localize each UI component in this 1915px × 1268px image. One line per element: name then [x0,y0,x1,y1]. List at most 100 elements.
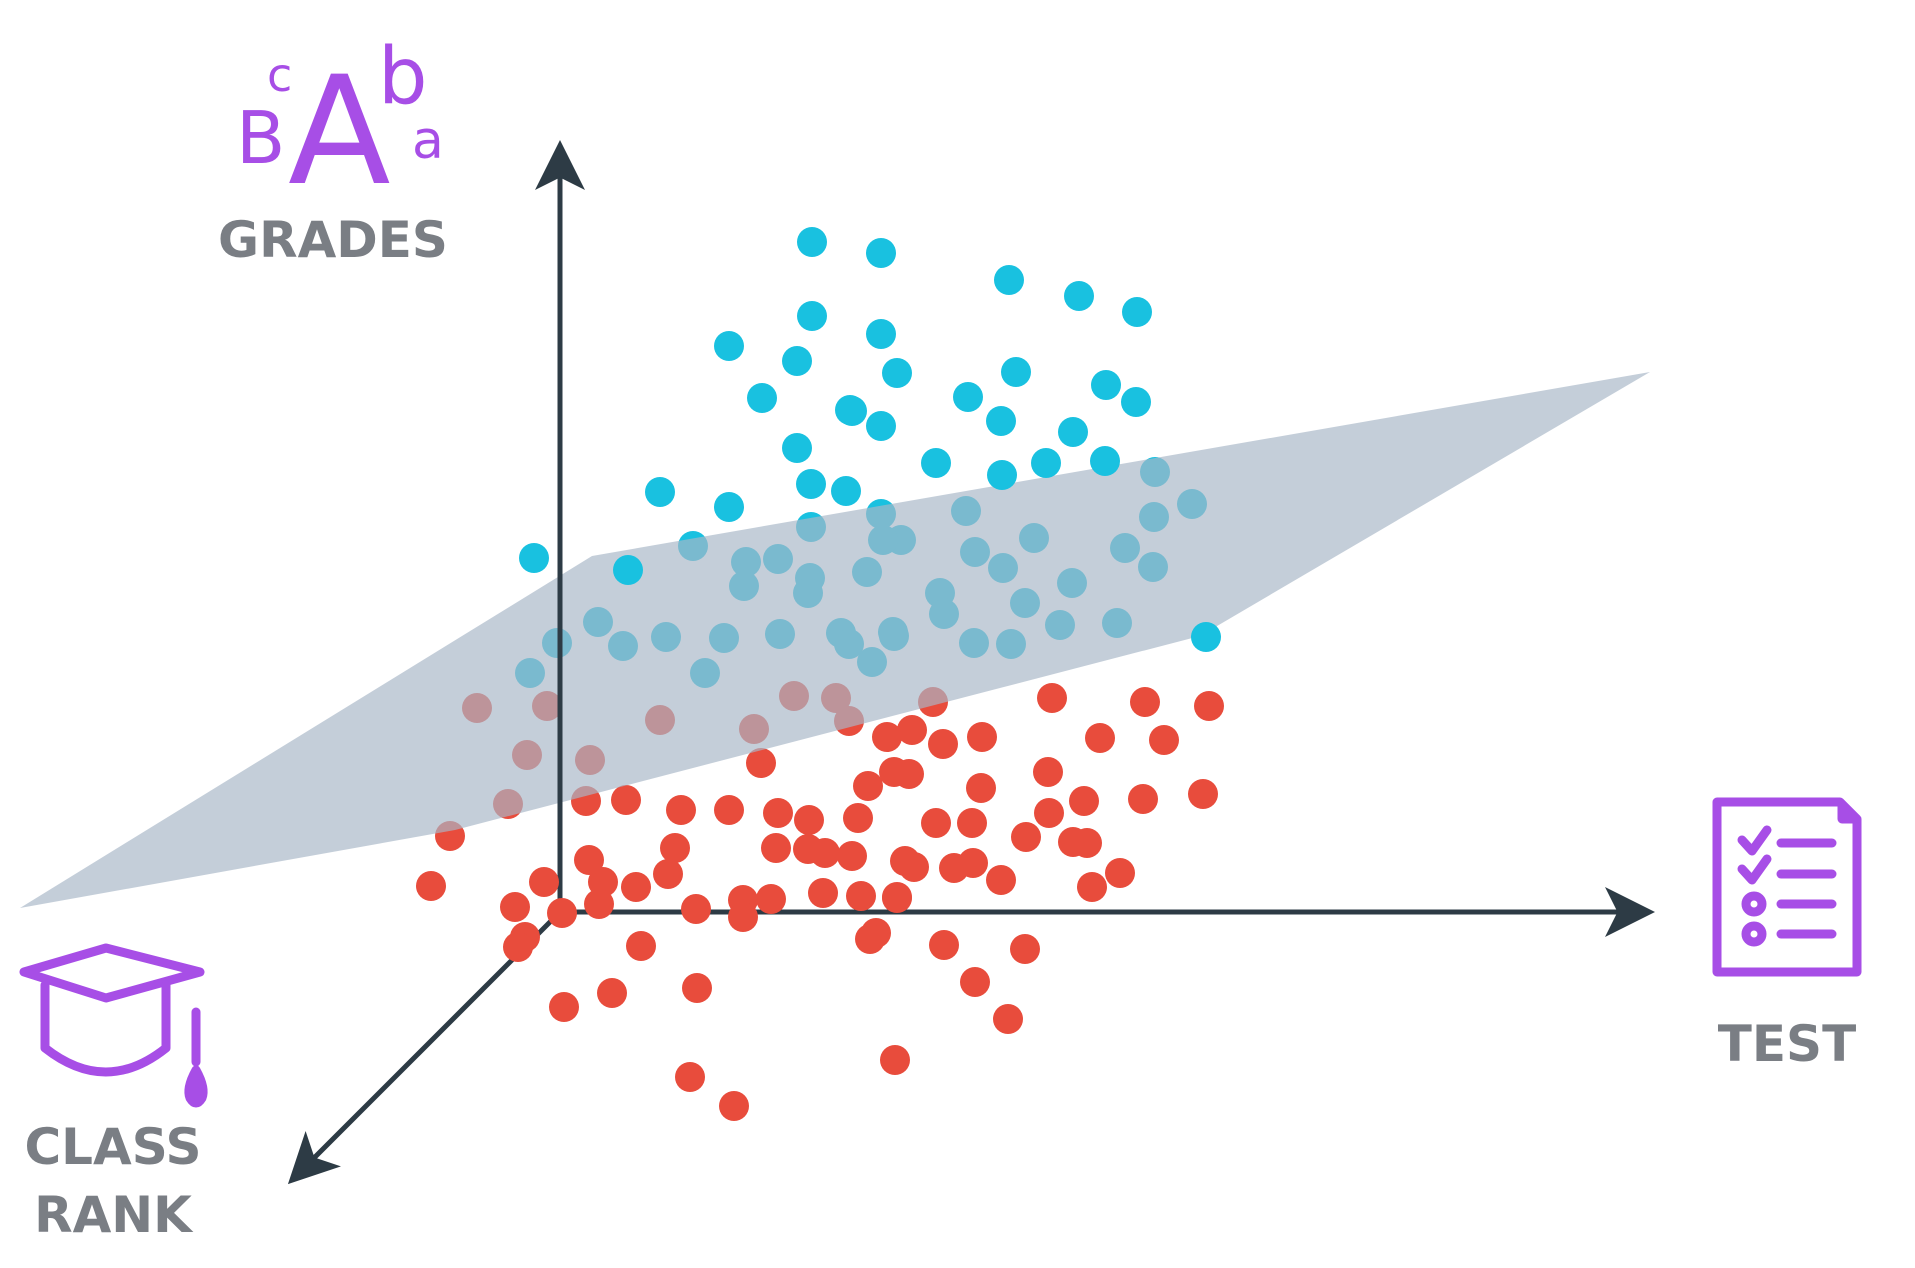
grades-label: GRADES [218,211,448,269]
blue-point [866,319,896,349]
red-point [1149,725,1179,755]
red-point [675,1062,705,1092]
red-point [928,729,958,759]
grade-letter-lower-right: a [412,111,444,171]
red-point [574,845,604,875]
red-point [728,902,758,932]
blue-point [1122,297,1152,327]
red-point [549,992,579,1022]
red-point [986,865,1016,895]
red-point [756,884,786,914]
red-point [1010,934,1040,964]
red-point [957,808,987,838]
red-point [880,1045,910,1075]
red-point [682,973,712,1003]
red-point [929,930,959,960]
grades-letters-icon: B c A b a [236,32,444,219]
test-label: TEST [1718,1015,1856,1073]
blue-point [1191,622,1221,652]
blue-point [782,346,812,376]
red-point [666,795,696,825]
red-point [500,892,530,922]
red-point [597,978,627,1008]
blue-point [1090,446,1120,476]
class-rank-label-line1: CLASS [24,1118,201,1176]
blue-point [837,396,867,426]
red-point [882,882,912,912]
red-point [1194,691,1224,721]
separating-plane [20,372,1650,908]
red-point [967,722,997,752]
blue-points-front [519,227,1221,652]
red-point [1105,858,1135,888]
blue-point [1064,281,1094,311]
red-point [584,889,614,919]
red-point [547,898,577,928]
red-point [653,859,683,889]
blue-point [1121,387,1151,417]
grade-letter-lower-left: B [236,96,285,180]
red-point [529,867,559,897]
blue-point [987,460,1017,490]
blue-point [866,411,896,441]
blue-point [921,448,951,478]
red-point [899,852,929,882]
blue-point [1091,370,1121,400]
red-point [503,932,533,962]
red-point [1058,827,1088,857]
red-point [966,773,996,803]
red-point [761,833,791,863]
red-point [416,871,446,901]
red-point [921,808,951,838]
blue-point [866,238,896,268]
red-point [939,853,969,883]
blue-point [797,301,827,331]
red-point [1077,872,1107,902]
red-point [1037,683,1067,713]
red-point [621,872,651,902]
blue-point [519,543,549,573]
class-rank-label-line2: RANK [34,1186,194,1244]
red-point [763,798,793,828]
blue-point [986,406,1016,436]
red-point [1033,757,1063,787]
red-point [897,715,927,745]
red-point [660,833,690,863]
blue-point [714,492,744,522]
red-point [853,771,883,801]
red-point [993,1004,1023,1034]
blue-point [747,383,777,413]
grade-letter-upper-right: b [378,32,428,122]
red-point [894,759,924,789]
blue-point [994,265,1024,295]
blue-point [782,433,812,463]
red-point [1011,822,1041,852]
graduation-cap-icon [19,943,208,1108]
red-point [1188,779,1218,809]
red-point [793,834,823,864]
red-point [719,1091,749,1121]
red-point [1128,784,1158,814]
blue-point [714,331,744,361]
blue-point [1001,357,1031,387]
red-point [855,924,885,954]
blue-point [613,555,643,585]
red-point [837,841,867,871]
test-checklist-icon [1712,797,1862,977]
red-point [681,894,711,924]
grade-letter-upper-left: c [267,48,292,102]
red-point [626,931,656,961]
red-point [1085,723,1115,753]
blue-point [645,477,675,507]
blue-point [797,227,827,257]
blue-point [831,476,861,506]
red-point [714,795,744,825]
grade-letter-big: A [288,45,391,219]
blue-point [1031,448,1061,478]
red-point [960,967,990,997]
blue-point [1058,417,1088,447]
red-point [808,878,838,908]
red-point [872,722,902,752]
red-point [1069,786,1099,816]
